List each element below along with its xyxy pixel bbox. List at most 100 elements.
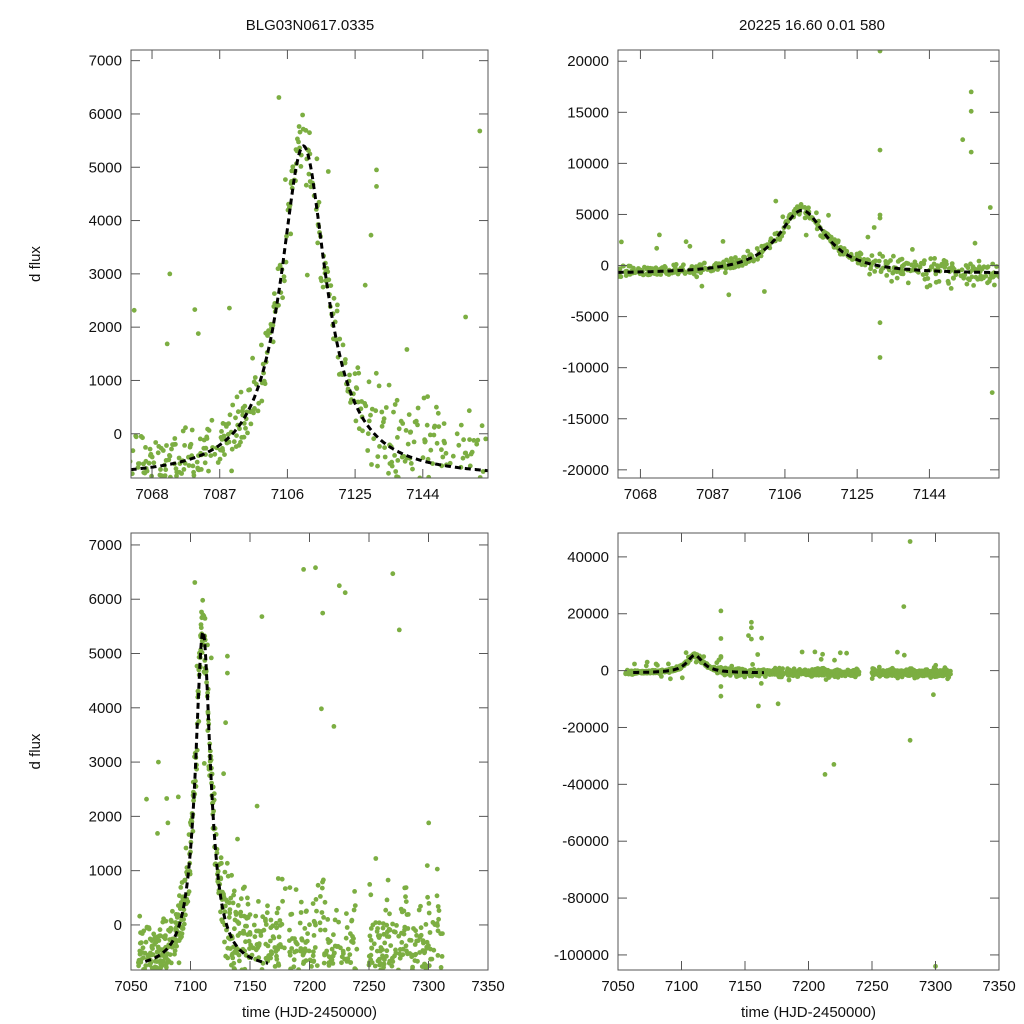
data-point bbox=[330, 961, 336, 966]
data-point bbox=[411, 439, 417, 445]
data-point bbox=[170, 908, 175, 914]
data-point bbox=[356, 370, 362, 376]
data-point bbox=[336, 583, 342, 589]
data-point bbox=[251, 922, 257, 928]
data-point bbox=[202, 460, 208, 466]
data-point bbox=[162, 473, 168, 478]
data-point bbox=[143, 963, 149, 968]
data-point bbox=[259, 967, 265, 970]
data-point bbox=[723, 270, 728, 276]
data-point bbox=[701, 654, 707, 659]
x-tick-label: 7125 bbox=[338, 486, 371, 503]
data-point bbox=[319, 706, 324, 712]
data-point bbox=[251, 410, 256, 416]
data-point bbox=[408, 461, 414, 466]
data-point bbox=[367, 933, 373, 939]
y-tick-label: 1000 bbox=[89, 863, 122, 880]
data-point bbox=[248, 421, 254, 427]
data-point bbox=[367, 882, 373, 887]
data-point bbox=[683, 650, 689, 656]
data-point bbox=[290, 164, 296, 170]
data-point bbox=[426, 901, 432, 906]
data-point bbox=[362, 282, 368, 288]
data-point bbox=[434, 893, 440, 899]
data-point bbox=[223, 720, 229, 726]
data-point bbox=[960, 137, 966, 143]
data-point bbox=[469, 449, 475, 455]
data-point bbox=[175, 794, 181, 800]
data-point bbox=[814, 210, 819, 216]
data-point bbox=[332, 950, 337, 956]
data-point bbox=[151, 460, 157, 466]
data-point bbox=[272, 291, 277, 296]
data-point bbox=[316, 199, 322, 205]
data-point bbox=[150, 952, 156, 957]
data-point bbox=[237, 930, 243, 936]
data-point bbox=[436, 424, 442, 429]
data-point bbox=[186, 463, 192, 468]
data-point bbox=[384, 953, 389, 959]
data-point bbox=[333, 337, 339, 343]
data-point bbox=[325, 917, 331, 922]
data-point bbox=[886, 267, 892, 273]
data-point bbox=[179, 931, 185, 936]
data-point bbox=[329, 946, 335, 952]
data-point bbox=[319, 278, 324, 284]
data-point bbox=[319, 885, 325, 891]
data-point bbox=[321, 877, 326, 883]
data-point bbox=[657, 232, 662, 238]
data-point bbox=[384, 922, 390, 928]
data-point bbox=[434, 404, 439, 410]
data-point bbox=[335, 302, 340, 308]
data-point bbox=[247, 931, 253, 937]
data-point bbox=[196, 719, 202, 724]
data-point bbox=[241, 930, 247, 935]
data-point bbox=[396, 967, 401, 970]
data-point bbox=[439, 954, 445, 959]
data-point bbox=[867, 271, 872, 277]
data-point bbox=[985, 264, 991, 270]
data-point bbox=[781, 230, 786, 236]
data-point bbox=[334, 907, 339, 913]
data-point bbox=[403, 885, 409, 890]
data-point bbox=[183, 425, 188, 431]
data-point bbox=[644, 659, 650, 665]
data-point bbox=[613, 271, 618, 276]
data-point bbox=[226, 421, 232, 426]
x-tick-label: 7300 bbox=[412, 978, 445, 995]
x-tick-label: 7144 bbox=[406, 486, 439, 503]
data-point bbox=[968, 149, 974, 155]
data-point bbox=[749, 636, 754, 642]
data-point bbox=[949, 261, 955, 266]
data-point bbox=[621, 263, 626, 269]
data-point bbox=[296, 124, 302, 129]
data-point bbox=[140, 435, 145, 441]
y-tick-label: -20000 bbox=[562, 719, 609, 736]
data-point bbox=[218, 855, 224, 861]
y-tick-label: 0 bbox=[114, 917, 122, 934]
data-point bbox=[390, 921, 395, 927]
data-point bbox=[236, 952, 242, 958]
data-point bbox=[394, 397, 400, 403]
data-point bbox=[326, 963, 332, 968]
data-point bbox=[718, 684, 724, 689]
data-point bbox=[303, 948, 308, 954]
data-point bbox=[331, 724, 337, 729]
data-point bbox=[141, 955, 146, 961]
data-point bbox=[471, 438, 477, 443]
data-point bbox=[274, 925, 279, 931]
data-point bbox=[742, 254, 748, 260]
data-point bbox=[298, 899, 304, 905]
x-axis-label: time (HJD-2450000) bbox=[741, 1004, 876, 1021]
data-point bbox=[423, 922, 429, 927]
data-point bbox=[351, 936, 356, 941]
data-point bbox=[284, 233, 289, 239]
data-point bbox=[225, 955, 231, 961]
data-point bbox=[186, 889, 192, 894]
data-point bbox=[818, 656, 824, 662]
data-point bbox=[172, 436, 178, 441]
data-point bbox=[428, 447, 434, 453]
data-point bbox=[259, 398, 265, 404]
data-point bbox=[376, 383, 382, 389]
data-point bbox=[659, 674, 664, 679]
